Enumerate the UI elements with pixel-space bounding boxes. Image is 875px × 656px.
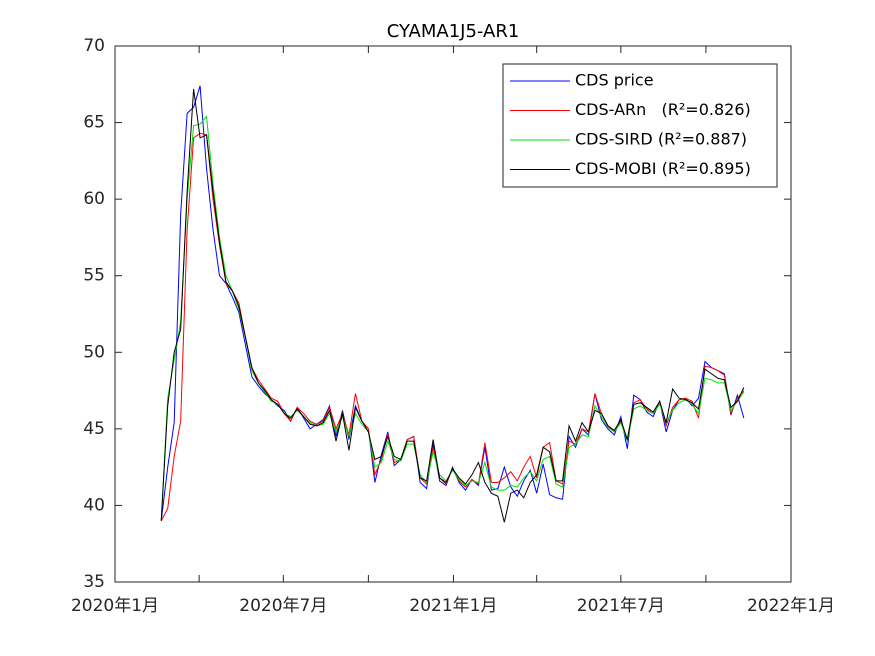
y-tick-label: 70 [83,36,105,56]
legend-box [502,63,778,188]
y-tick-label: 40 [83,495,105,515]
chart-title: CYAMA1J5-AR1 [387,21,520,42]
y-tick-label: 55 [83,266,105,286]
y-tick-label: 45 [83,419,105,439]
y-tick-label: 65 [83,113,105,133]
series-line [160,85,745,521]
legend-label: CDS price [575,71,654,90]
legend-label: CDS-ARn (R²=0.826) [575,100,751,119]
x-tick-label: 2020年1月 [71,596,159,616]
series-line [160,88,745,523]
legend-label: CDS-MOBI (R²=0.895) [575,159,751,178]
legend: CDS price CDS-ARn (R²=0.826) CDS-SIRD (R²=… [502,63,778,188]
y-tick-label: 35 [83,572,105,592]
x-tick-label: 2021年1月 [409,596,497,616]
x-tick-label: 2022年1月 [747,596,835,616]
x-tick-label: 2021年7月 [577,596,665,616]
y-tick-label: 50 [83,342,105,362]
y-tick-label: 60 [83,189,105,209]
x-tick-label: 2020年7月 [239,596,327,616]
legend-label: CDS-SIRD (R²=0.887) [575,130,747,149]
